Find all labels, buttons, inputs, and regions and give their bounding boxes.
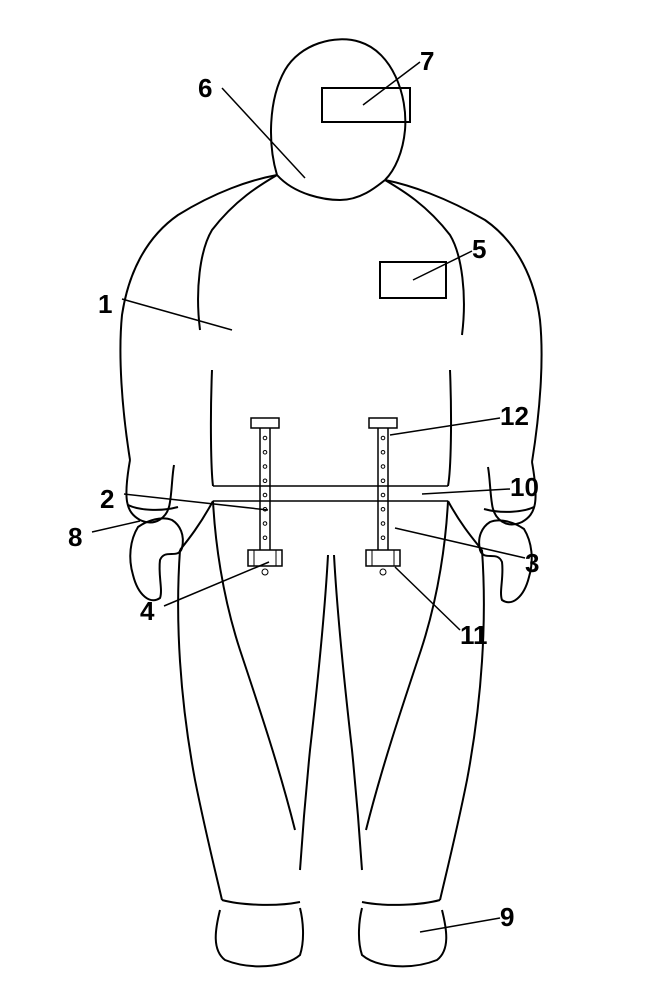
callout-label: 4 [140,596,155,626]
callout-label: 7 [420,46,434,76]
callout-label: 8 [68,522,82,552]
callout-label: 6 [198,73,212,103]
callout-label: 10 [510,472,539,502]
protective-suit-diagram: 7 6 5 1 12 2 10 8 3 4 11 9 [0,0,663,1000]
callout-label: 12 [500,401,529,431]
callout-label: 9 [500,902,514,932]
callout-label: 11 [460,620,488,650]
callout-label: 3 [525,548,539,578]
callout-label: 1 [98,289,112,319]
callout-label: 5 [472,234,486,264]
callout-label: 2 [100,484,114,514]
